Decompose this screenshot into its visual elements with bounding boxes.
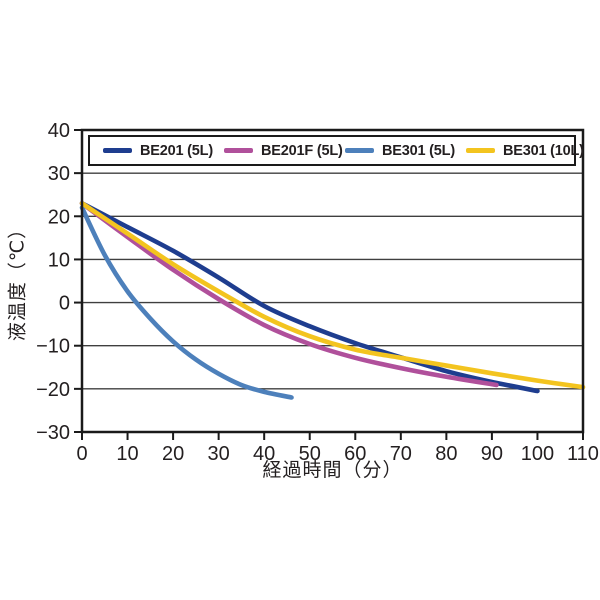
legend-swatch-line [103,148,132,153]
y-tick-label: 20 [48,206,70,228]
x-tick-label: 90 [481,443,503,465]
legend-swatch-line [466,148,495,153]
x-tick-label: 10 [116,443,138,465]
x-tick-label: 0 [76,443,87,465]
legend: BE201 (5L) BE201F (5L) BE301 (5L) BE301 … [88,135,584,166]
legend-swatch-line [224,148,253,153]
legend-label: BE301 (5L) [382,142,455,159]
legend-swatch-line [345,148,374,153]
y-tick-label: −30 [36,422,70,444]
legend-label: BE201F (5L) [261,142,343,159]
y-axis-title: 液温度（℃） [7,218,29,342]
legend-item: BE201 (5L) [90,142,213,159]
legend-label: BE201 (5L) [140,142,213,159]
x-axis-title: 経過時間（分） [262,460,403,481]
legend-item: BE201F (5L) [211,143,343,159]
legend-item: BE301 (5L) [332,142,455,159]
x-tick-label: 30 [208,443,230,465]
series-line [79,201,540,394]
y-tick-label: 0 [59,293,70,315]
x-tick-label: 40 [253,443,275,465]
series-line [79,205,294,400]
y-tick-label: −20 [36,379,70,401]
series-line [79,201,586,390]
y-tick-label: 40 [48,120,70,142]
x-tick-label: 80 [435,443,457,465]
y-tick-label: 30 [48,163,70,185]
y-tick-label: −10 [36,336,70,358]
x-tick-label: 50 [299,443,321,465]
x-tick-label: 70 [390,443,412,465]
legend-item: BE301 (10L) [453,143,584,159]
y-tick-label: 10 [48,249,70,271]
x-tick-label: 110 [567,443,599,465]
x-tick-label: 20 [162,443,184,465]
plot-frame [80,128,585,434]
legend-label: BE301 (10L) [503,142,584,159]
x-tick-label: 100 [521,443,554,465]
series-line [79,201,499,388]
x-tick-label: 60 [344,443,366,465]
